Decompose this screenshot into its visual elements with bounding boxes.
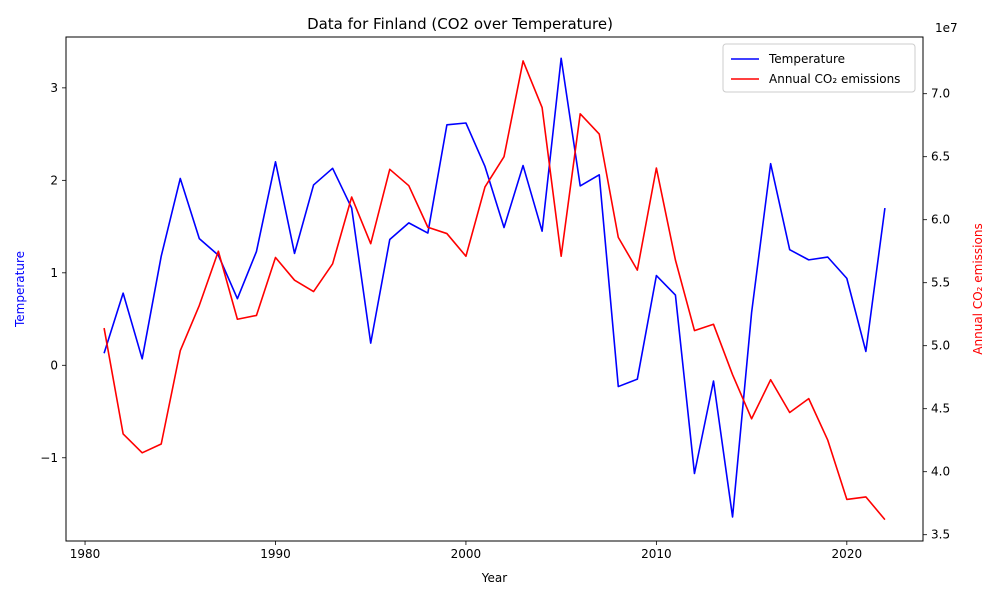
y-right-tick-label: 6.0 <box>931 213 950 227</box>
x-tick-label: 1990 <box>260 547 291 561</box>
legend: Temperature Annual CO₂ emissions <box>722 43 916 93</box>
plot-area <box>65 36 924 542</box>
plot-frame <box>65 36 924 542</box>
x-tick-label: 1980 <box>70 547 101 561</box>
y-left-tick-label: 2 <box>50 173 58 187</box>
x-tick-label: 2020 <box>832 547 863 561</box>
y-axis-right-offset-text: 1e7 <box>935 21 958 35</box>
x-axis-label: Year <box>481 571 507 585</box>
y-right-tick-label: 4.5 <box>931 402 950 416</box>
y-right-tick-label: 6.5 <box>931 150 950 164</box>
chart-title: Data for Finland (CO2 over Temperature) <box>307 15 613 33</box>
y-axis-right: 3.5 4.0 4.5 5.0 5.5 6.0 6.5 7.0 <box>923 87 950 542</box>
y-axis-left: −1 0 1 2 3 <box>40 81 66 465</box>
series-layer <box>103 57 886 521</box>
y-right-tick-label: 3.5 <box>931 528 950 542</box>
series-line-temperature <box>103 57 886 518</box>
y-right-tick-label: 7.0 <box>931 87 950 101</box>
y-left-tick-label: 1 <box>50 266 58 280</box>
x-tick-label: 2000 <box>451 547 482 561</box>
y-right-tick-label: 5.0 <box>931 339 950 353</box>
x-axis: 1980 1990 2000 2010 2020 <box>70 541 862 561</box>
legend-label: Annual CO₂ emissions <box>769 72 900 86</box>
y-axis-left-label: Temperature <box>13 251 27 328</box>
legend-box <box>722 43 916 93</box>
y-right-tick-label: 4.0 <box>931 465 950 479</box>
y-axis-right-label: Annual CO₂ emissions <box>971 223 985 354</box>
legend-label: Temperature <box>768 52 845 66</box>
y-left-tick-label: 0 <box>50 358 58 372</box>
y-left-tick-label: 3 <box>50 81 58 95</box>
series-line-annual-co-emissions <box>103 60 886 521</box>
x-tick-label: 2010 <box>641 547 672 561</box>
y-left-tick-label: −1 <box>40 451 58 465</box>
y-right-tick-label: 5.5 <box>931 276 950 290</box>
